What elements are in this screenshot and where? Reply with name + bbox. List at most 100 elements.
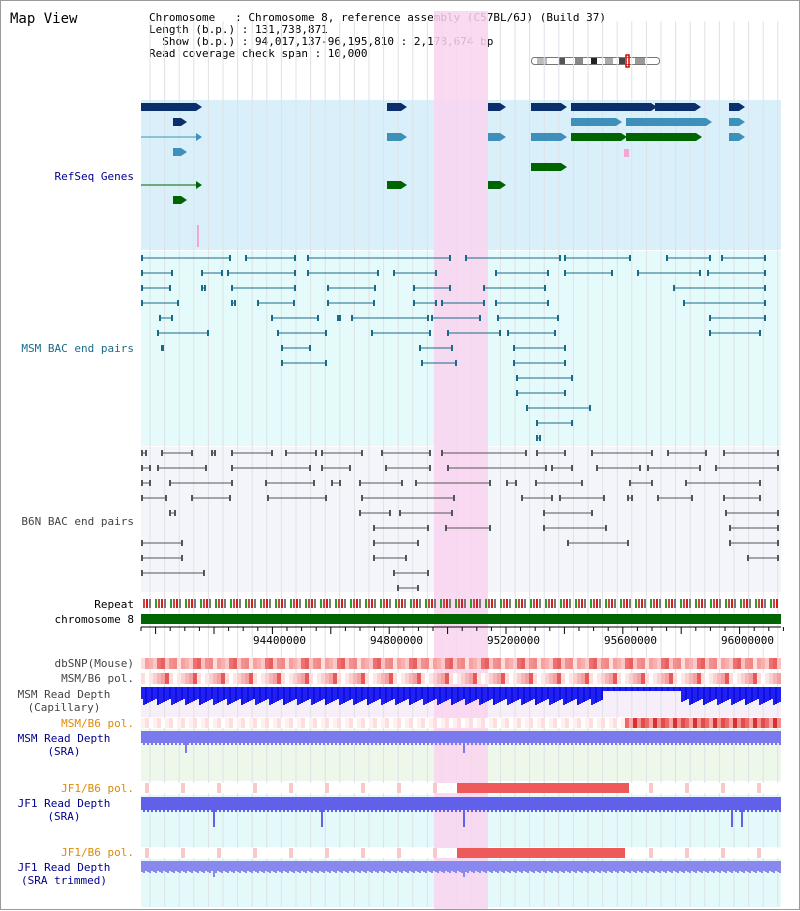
bac-pair-end — [349, 465, 351, 471]
depth-bar — [389, 797, 391, 810]
depth-bar — [625, 861, 627, 871]
depth-bar — [621, 731, 623, 743]
depth-bar — [361, 731, 363, 743]
bac-pair-end — [479, 315, 481, 321]
bac-pair-end — [513, 360, 515, 366]
heat-cell — [469, 673, 473, 684]
track-label-chromosome: chromosome 8 — [54, 613, 134, 626]
heat-cell — [361, 658, 365, 669]
heat-cell — [297, 783, 301, 793]
heat-cell — [509, 673, 513, 684]
depth-bar — [565, 731, 567, 743]
repeat-mark — [263, 599, 265, 608]
repeat-mark — [173, 599, 175, 608]
depth-bar — [537, 861, 539, 872]
depth-bar — [243, 687, 245, 704]
depth-bar — [437, 797, 439, 810]
heat-cell — [741, 783, 745, 793]
heat-cell — [285, 718, 289, 728]
depth-bar — [433, 687, 435, 700]
depth-bar — [453, 687, 455, 704]
heat-cell — [489, 848, 493, 858]
depth-bar — [317, 861, 319, 873]
depth-bar — [373, 731, 375, 743]
depth-bar — [393, 861, 395, 872]
bac-pair-end — [393, 570, 395, 576]
bac-pair-end — [683, 300, 685, 306]
bac-pair-end — [564, 255, 566, 261]
depth-bar — [411, 861, 413, 872]
bac-pair-end — [325, 495, 327, 501]
depth-bar — [335, 687, 337, 700]
depth-bar — [337, 687, 339, 699]
bac-pair-end — [547, 300, 549, 306]
depth-bar — [475, 861, 477, 871]
heat-cell — [649, 673, 653, 684]
heat-cell — [777, 848, 781, 858]
depth-bar — [225, 731, 227, 743]
heat-cell — [569, 658, 573, 669]
depth-bar — [723, 797, 725, 812]
heat-cell — [505, 718, 509, 728]
heat-cell — [777, 718, 781, 728]
bac-pair-end — [535, 480, 537, 486]
depth-bar — [425, 861, 427, 873]
heat-cell — [481, 658, 485, 669]
depth-bar — [279, 687, 281, 700]
heat-cell — [361, 848, 365, 858]
repeat-mark — [209, 599, 211, 608]
repeat-mark — [419, 599, 421, 608]
depth-bar — [417, 797, 419, 810]
heat-cell — [173, 783, 177, 793]
axis-tick-label: 94800000 — [370, 634, 423, 647]
depth-bar — [427, 687, 429, 703]
heat-cell — [265, 658, 269, 669]
heat-cell — [241, 673, 245, 684]
heat-cell — [241, 783, 245, 793]
bac-pair-end — [453, 495, 455, 501]
heat-cell — [149, 783, 153, 793]
heat-cell — [225, 783, 229, 793]
heat-cell — [725, 673, 729, 684]
depth-bar — [773, 861, 775, 873]
heat-cell — [773, 718, 777, 728]
heat-cell — [429, 718, 433, 728]
depth-bar — [567, 797, 569, 812]
depth-bar — [227, 731, 229, 745]
depth-bar — [305, 731, 307, 743]
bac-pair-end — [536, 420, 538, 426]
depth-bar — [769, 797, 771, 810]
chromosome-ideogram[interactable] — [531, 54, 663, 68]
repeat-mark — [740, 599, 742, 608]
heat-cell — [661, 718, 665, 728]
heat-cell — [201, 848, 205, 858]
depth-bar — [281, 687, 283, 699]
heat-cell — [401, 783, 405, 793]
depth-bar — [401, 731, 403, 743]
heat-cell — [241, 658, 245, 669]
depth-bar — [441, 731, 443, 743]
depth-bar — [209, 797, 211, 810]
depth-bar — [579, 861, 581, 872]
depth-bar — [745, 687, 747, 705]
track-label-msm-b6-pol-2: MSM/B6 pol. — [61, 717, 134, 730]
heat-cell — [713, 848, 717, 858]
repeat-mark — [344, 599, 346, 608]
depth-bar — [539, 797, 541, 812]
depth-bar — [393, 687, 395, 699]
depth-bar — [293, 861, 295, 873]
depth-bar — [767, 797, 769, 812]
depth-bar — [727, 861, 729, 871]
depth-bar — [477, 797, 479, 810]
depth-bar — [549, 687, 551, 705]
bac-pair-end — [389, 510, 391, 516]
heat-cell — [233, 718, 237, 728]
depth-bar — [315, 687, 317, 703]
bac-pair-end — [141, 480, 143, 486]
depth-bar — [365, 797, 367, 810]
depth-bar — [651, 731, 653, 745]
depth-bar — [707, 861, 709, 873]
heat-cell — [529, 673, 533, 684]
bac-pair-end — [651, 480, 653, 486]
